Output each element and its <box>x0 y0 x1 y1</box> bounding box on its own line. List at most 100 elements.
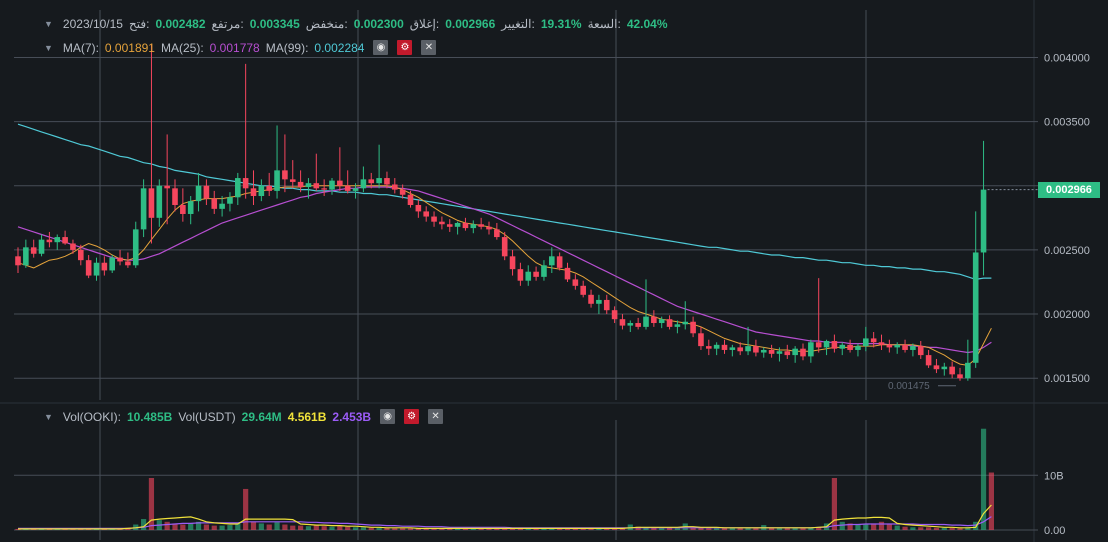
candle-body <box>148 188 155 218</box>
candle-body <box>729 347 736 350</box>
candle-body <box>894 344 900 348</box>
low-label: منخفض: <box>305 17 348 31</box>
candle-body <box>180 205 186 214</box>
volume-bar <box>243 488 249 530</box>
candle-body <box>132 229 139 266</box>
volume-bar <box>941 527 947 530</box>
candle-body <box>23 247 29 266</box>
volume-bar <box>980 428 987 530</box>
candle-body <box>478 224 484 227</box>
candle-body <box>870 338 877 343</box>
volume-bar <box>808 527 814 530</box>
candle-body <box>242 178 249 189</box>
candle-body <box>847 344 853 350</box>
candle-body <box>682 321 689 325</box>
volume-bar <box>776 528 783 530</box>
candle-body <box>596 299 602 304</box>
volume-bar <box>533 528 539 530</box>
eye-icon[interactable]: ◉ <box>373 40 389 55</box>
candle-body <box>140 188 147 230</box>
volume-gear-icon[interactable]: ⚙ <box>404 409 420 424</box>
volume-bar <box>219 525 225 530</box>
open-label: فتح: <box>128 17 150 31</box>
candle-body <box>46 239 53 243</box>
candle-body <box>454 222 461 227</box>
candle-body <box>203 185 210 199</box>
volume-bar <box>321 526 327 530</box>
candle-body <box>815 342 822 348</box>
candle-body <box>933 365 940 370</box>
volume-bar <box>274 522 280 530</box>
legend-collapse-icon[interactable]: ▼ <box>44 19 53 29</box>
candle-body <box>109 257 115 271</box>
candle-body <box>337 180 343 186</box>
volume-bar <box>651 527 657 530</box>
ma99-line <box>17 123 992 281</box>
volume-bar <box>368 527 374 530</box>
volume-bar <box>431 528 437 530</box>
volume-bar <box>572 528 578 530</box>
volume-bar <box>164 521 170 530</box>
candle-body <box>407 194 414 205</box>
volume-bar <box>706 528 712 530</box>
volume-bar <box>831 478 837 530</box>
volume-bar <box>659 528 665 530</box>
ma99-label: MA(99): <box>265 40 309 55</box>
candle-body <box>321 188 327 190</box>
candle-body <box>580 285 586 295</box>
candle-body <box>572 279 579 286</box>
current-price-tag: 0.002966 <box>1038 181 1100 198</box>
volume-bar <box>745 528 751 530</box>
candle-body <box>957 374 963 379</box>
volume-bar <box>525 528 531 530</box>
volume-bar <box>258 523 264 530</box>
candle-body <box>376 178 382 184</box>
volume-collapse-icon[interactable]: ▼ <box>44 411 53 422</box>
vol-ooki-value: 10.485B <box>126 409 173 424</box>
candle-body <box>446 224 453 227</box>
low-value: 0.002300 <box>353 17 404 31</box>
candle-body <box>384 178 390 185</box>
volume-close-icon[interactable]: ✕ <box>428 409 444 424</box>
candle-body <box>219 203 225 209</box>
candle-body <box>792 348 798 356</box>
volume-bar <box>918 527 924 530</box>
volume-bar <box>878 521 885 530</box>
candle-body <box>494 229 500 238</box>
gear-icon[interactable]: ⚙ <box>397 40 413 55</box>
volume-bar <box>502 528 508 530</box>
volume-eye-icon[interactable]: ◉ <box>380 409 396 424</box>
candle-body <box>972 252 979 363</box>
candle-body <box>949 366 955 375</box>
candle-body <box>768 349 775 354</box>
volume-bar <box>172 523 178 530</box>
candle-body <box>423 211 429 217</box>
candle-body <box>266 185 272 191</box>
ma-collapse-icon[interactable]: ▼ <box>44 42 53 53</box>
candle-body <box>274 170 280 191</box>
candle-body <box>344 185 351 191</box>
candle-body <box>556 256 563 268</box>
volume-bar <box>282 524 288 530</box>
candle-body <box>187 201 194 214</box>
candle-body <box>195 185 202 202</box>
low-marker-label: 0.001475 <box>888 381 930 392</box>
candle-body <box>823 340 830 348</box>
volume-ma-b-line <box>18 516 992 530</box>
volume-bar <box>965 527 971 530</box>
amplitude-value: 42.04% <box>626 17 668 31</box>
volume-bar <box>690 527 696 530</box>
candle-body <box>635 323 641 327</box>
close-icon[interactable]: ✕ <box>421 40 437 55</box>
candle-body <box>666 319 673 327</box>
volume-bar <box>211 525 217 530</box>
volume-bar <box>298 525 304 530</box>
candle-body <box>156 185 163 218</box>
ma-legend: ▼ MA(7): 0.001891 MA(25): 0.001778 MA(99… <box>44 40 437 55</box>
volume-bar <box>910 527 916 530</box>
volume-bar <box>337 525 343 530</box>
candle-body <box>78 249 84 261</box>
